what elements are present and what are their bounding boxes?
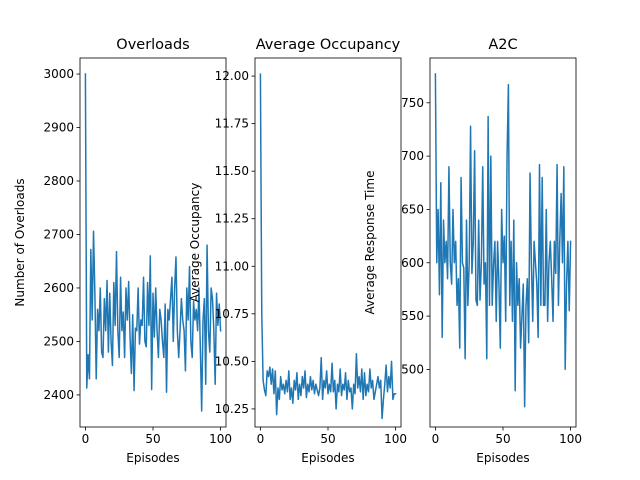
chart-title: A2C	[488, 37, 517, 53]
y-tick-label: 550	[401, 309, 424, 323]
y-tick-label: 650	[401, 202, 424, 216]
average-occupancy-chart: 0 50 100 10.25 10.50 10.75 11.00 11.25 11.50 11.7…	[188, 37, 407, 465]
y-tick-label: 2600	[43, 281, 74, 295]
y-tick-label: 600	[401, 256, 424, 270]
y-tick-label: 2700	[43, 227, 74, 241]
x-axis-label: Episodes	[301, 451, 354, 465]
y-tick-label: 12.00	[215, 69, 249, 83]
x-tick-label: 50	[320, 432, 335, 446]
x-tick-label: 100	[384, 432, 407, 446]
y-tick-label: 2500	[43, 334, 74, 348]
axes-frame	[79, 57, 227, 428]
y-tick-label: 2800	[43, 174, 74, 188]
series-line	[84, 73, 222, 412]
y-tick-label: 11.00	[215, 259, 249, 273]
x-tick-label: 0	[257, 432, 265, 446]
y-axis-label: Average Occupancy	[188, 183, 202, 303]
y-tick-label: 11.75	[215, 117, 249, 131]
y-tick-label: 11.25	[215, 212, 249, 226]
x-axis-label: Episodes	[126, 451, 179, 465]
y-tick-label: 750	[401, 96, 424, 110]
x-tick-label: 0	[432, 432, 440, 446]
y-tick-label: 10.25	[215, 402, 249, 416]
x-tick-label: 100	[559, 432, 582, 446]
axes-frame	[254, 57, 402, 428]
x-axis-label: Episodes	[476, 451, 529, 465]
series-line	[434, 73, 572, 408]
y-tick-label: 3000	[43, 67, 74, 81]
y-tick-label: 700	[401, 149, 424, 163]
y-tick-label: 500	[401, 362, 424, 376]
y-tick-label: 2400	[43, 388, 74, 402]
x-tick-label: 0	[82, 432, 90, 446]
x-tick-label: 100	[209, 432, 232, 446]
y-tick-label: 10.75	[215, 307, 249, 321]
a2c-chart: 0 50 100 500 550 600 650 700 750 A2C Episodes Avera…	[363, 37, 582, 465]
series-line	[259, 73, 397, 420]
y-axis-label: Average Response Time	[363, 171, 377, 315]
x-tick-label: 50	[145, 432, 160, 446]
y-tick-label: 10.50	[215, 354, 249, 368]
x-tick-label: 50	[495, 432, 510, 446]
chart-title: Average Occupancy	[256, 37, 401, 53]
chart-title: Overloads	[116, 37, 189, 53]
y-tick-label: 2900	[43, 121, 74, 135]
y-tick-label: 11.50	[215, 164, 249, 178]
y-axis-label: Number of Overloads	[13, 178, 27, 306]
overloads-chart: 0 50 100 2400 2500 2600 2700 2800 2900 3000 Overlo…	[13, 37, 232, 465]
